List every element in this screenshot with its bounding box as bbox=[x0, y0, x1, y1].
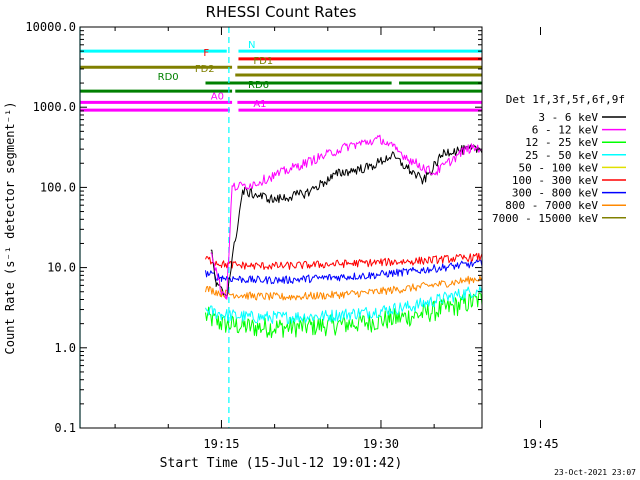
x-tick-label: 19:45 bbox=[522, 437, 558, 451]
legend-title: Det 1f,3f,5f,6f,9f bbox=[506, 93, 625, 106]
legend-entry-label: 100 - 300 keV bbox=[512, 174, 598, 187]
footer-timestamp: 23-Oct-2021 23:07 bbox=[554, 468, 636, 477]
legend-entry-label: 50 - 100 keV bbox=[519, 161, 599, 174]
series-line-800-7000keV bbox=[205, 275, 482, 301]
legend-entry-label: 6 - 12 keV bbox=[532, 124, 599, 137]
series-line-3-6keV bbox=[210, 144, 482, 299]
y-tick-label: 100.0 bbox=[40, 180, 76, 194]
x-tick-label: 19:30 bbox=[363, 437, 399, 451]
state-flag-bars: NFFD1FD2RD0RD6A0A1S bbox=[80, 40, 482, 112]
chart-title: RHESSI Count Rates bbox=[206, 3, 357, 21]
series-line-12-25keV bbox=[205, 292, 482, 339]
series-line-300-800keV bbox=[205, 258, 482, 285]
flag-label-a0: A0 bbox=[211, 91, 224, 102]
flag-label-n: N bbox=[248, 40, 255, 51]
series-line-25-50keV bbox=[205, 285, 482, 325]
legend-entry-label: 3 - 6 keV bbox=[538, 111, 598, 124]
flag-label-fd1: FD1 bbox=[253, 56, 273, 67]
flag-label-rd6: RD6 bbox=[248, 80, 269, 91]
x-tick-label: 19:15 bbox=[203, 437, 239, 451]
legend-entry-label: 300 - 800 keV bbox=[512, 187, 598, 200]
plot-frame bbox=[79, 26, 483, 429]
flag-label-rd0: RD0 bbox=[158, 72, 179, 83]
series-line-100-300keV bbox=[205, 252, 482, 270]
flag-label-a1: A1 bbox=[253, 99, 266, 110]
y-axis-label: Count Rate (s⁻¹ detector segment⁻¹) bbox=[3, 102, 17, 355]
legend-entry-label: 12 - 25 keV bbox=[525, 136, 598, 149]
flag-label-f: F bbox=[203, 48, 209, 59]
y-axis: 0.1 1.0 10.0 100.0 1000.0 10000.0 bbox=[25, 20, 482, 435]
y-tick-label: 10000.0 bbox=[25, 20, 76, 34]
legend-entry-label: 25 - 50 keV bbox=[525, 149, 598, 162]
y-tick-label: 0.1 bbox=[54, 421, 76, 435]
x-axis-label: Start Time (15-Jul-12 19:01:42) bbox=[160, 456, 403, 471]
count-rate-series bbox=[205, 134, 482, 339]
y-tick-label: 10.0 bbox=[47, 261, 76, 275]
legend-entry-label: 7000 - 15000 keV bbox=[492, 212, 598, 225]
y-tick-label: 1000.0 bbox=[33, 100, 76, 114]
series-line-6-12keV bbox=[210, 134, 482, 300]
flag-label-fd2: FD2 bbox=[195, 64, 215, 75]
legend-entry-label: 800 - 7000 keV bbox=[505, 199, 598, 212]
y-tick-label: 1.0 bbox=[54, 341, 76, 355]
